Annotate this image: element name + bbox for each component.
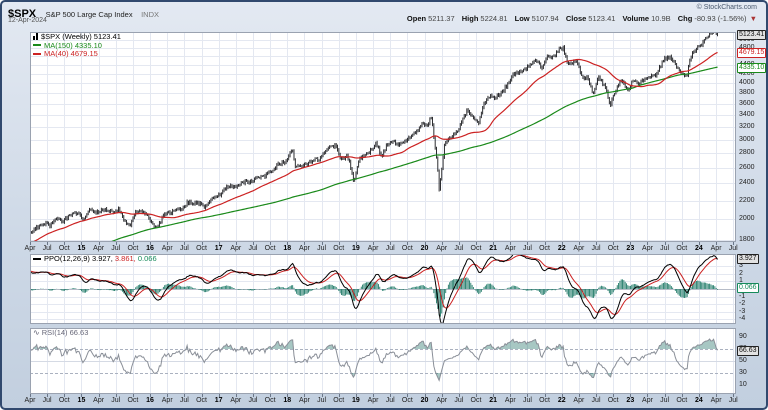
chart-canvas <box>2 2 766 408</box>
stockcharts-chart-frame: $SPX S&P 500 Large Cap Index INDX 12-Apr… <box>0 0 768 410</box>
